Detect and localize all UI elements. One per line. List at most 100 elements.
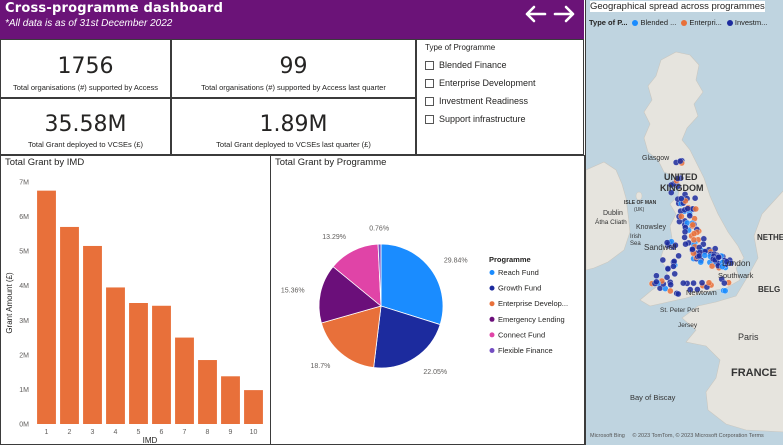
x-tick-label: 4 <box>114 429 118 436</box>
y-tick-label: 2M <box>19 352 29 359</box>
bar-imd-10 <box>244 390 263 424</box>
map-point <box>690 230 698 237</box>
chart-title: Total Grant by IMD <box>5 157 85 168</box>
bar-imd-8 <box>198 360 217 424</box>
map-title: Geographical spread across programmes <box>590 1 765 12</box>
map-point <box>659 256 666 264</box>
dashboard-header: Cross-programme dashboard *All data is a… <box>0 0 584 39</box>
slicer-title: Type of Programme <box>425 43 496 52</box>
kpi-card-orgs-last-quarter[interactable]: 99 Total organisations (#) supported by … <box>171 39 416 98</box>
slicer-option-support-infrastructure[interactable]: Support infrastructure <box>425 112 526 126</box>
map-legend-item: Blended ... <box>640 18 677 27</box>
map-label-knowsley: Knowsley <box>636 224 666 231</box>
map-label-irish-1: Irish <box>630 234 641 240</box>
arrow-right-icon[interactable] <box>552 4 578 24</box>
legend-item: Emergency Lending <box>498 315 565 324</box>
map-point <box>653 272 660 279</box>
ireland-land <box>586 161 631 271</box>
x-tick-label: 3 <box>91 429 95 436</box>
map-label-newtown: Newtown <box>686 288 717 297</box>
map-point <box>680 279 687 287</box>
x-tick-label: 9 <box>229 429 233 436</box>
map-label-dublin-1: Dublin <box>603 210 623 217</box>
map-points <box>648 157 735 298</box>
slicer-option-investment-readiness[interactable]: Investment Readiness <box>425 94 528 108</box>
legend-dot-icon <box>489 332 495 338</box>
pie-chart-svg: 29.84% 22.05% 18.7% 15.36% 13.29% 0.76% Progra… <box>281 226 568 376</box>
map-label-uk-2: KINGDOM <box>660 183 704 193</box>
map-credit: Microsoft Bing © 2023 TomTom, © 2023 Mic… <box>590 433 764 439</box>
y-tick-label: 5M <box>19 249 29 256</box>
x-tick-label: 8 <box>206 429 210 436</box>
arrow-left-icon[interactable] <box>522 4 548 24</box>
x-tick-label: 7 <box>183 429 187 436</box>
slicer-option-blended-finance[interactable]: Blended Finance <box>425 58 507 72</box>
pie-slice-emergency-lending <box>318 266 382 324</box>
map-visual[interactable]: Glasgow UNITED KINGDOM ISLE OF MAN (UK) … <box>585 0 783 445</box>
pie-slice-enterprise-develop- <box>320 305 382 369</box>
y-tick-label: 6M <box>19 214 29 221</box>
page-subtitle: *All data is as of 31st December 2022 <box>5 18 173 29</box>
map-point <box>696 252 703 260</box>
map-label-dublin-2: Átha Cliath <box>595 217 627 226</box>
map-point <box>686 212 693 219</box>
checkbox[interactable] <box>425 60 434 70</box>
pie-data-label: 29.84% <box>444 257 468 264</box>
legend-dot-icon <box>489 270 495 275</box>
kpi-label: Total Grant deployed to VCSEs last quart… <box>216 140 371 149</box>
map-point <box>667 281 674 288</box>
checkbox[interactable] <box>425 96 434 106</box>
map-point <box>723 258 730 265</box>
kpi-card-orgs-supported[interactable]: 1756 Total organisations (#) supported b… <box>0 39 171 98</box>
kpi-value: 1.89M <box>259 112 328 137</box>
y-axis-title: Grant Amount (£) <box>5 272 14 334</box>
map-point <box>690 279 697 287</box>
map-point <box>681 228 689 236</box>
map-point <box>668 189 675 196</box>
checkbox[interactable] <box>425 78 434 88</box>
continent-land <box>681 190 783 433</box>
slicer-option-enterprise-development[interactable]: Enterprise Development <box>425 76 536 90</box>
x-tick-label: 10 <box>250 429 258 436</box>
map-point <box>692 205 699 213</box>
map-point <box>691 195 699 202</box>
map-point <box>719 263 726 270</box>
map-label-uk-1: UNITED <box>664 172 698 182</box>
map-point <box>678 213 685 220</box>
bar-imd-4 <box>106 287 125 424</box>
bar-chart-grant-by-imd[interactable]: Total Grant by IMD 0M 1M 2M 3M 4M 5M 6M 7M 1 2 3 4 5… <box>0 155 270 445</box>
map-point <box>687 286 694 293</box>
map-point <box>694 286 701 293</box>
pie-slice-growth-fund <box>373 305 441 369</box>
bar-imd-3 <box>83 245 102 424</box>
map-point <box>668 181 675 189</box>
map-point <box>671 270 678 278</box>
programme-type-slicer[interactable]: Type of Programme Blended Finance Enterp… <box>416 39 584 155</box>
map-legend-item: Investm... <box>734 18 768 27</box>
map-label-isle-1: ISLE OF MAN <box>624 200 657 206</box>
checkbox[interactable] <box>425 114 434 124</box>
bar-chart-svg: 0M 1M 2M 3M 4M 5M 6M 7M 1 2 3 4 5 6 7 8 9 10 IMD Grant Amou… <box>5 180 263 444</box>
kpi-value: 1756 <box>57 54 114 79</box>
legend-item: Enterprise Develop... <box>498 299 568 308</box>
kpi-card-total-grant[interactable]: 35.58M Total Grant deployed to VCSEs (£) <box>0 98 171 155</box>
map-label-isle-2: (UK) <box>634 207 645 213</box>
map-canvas[interactable]: Glasgow UNITED KINGDOM ISLE OF MAN (UK) … <box>586 0 783 445</box>
map-label-st-peter-port: St. Peter Port <box>660 307 699 314</box>
legend-item: Flexible Finance <box>498 346 553 355</box>
y-tick-label: 7M <box>19 180 29 187</box>
pie-slice-reach-fund <box>380 243 444 326</box>
legend-item: Reach Fund <box>498 268 539 277</box>
map-point <box>682 240 689 248</box>
map-point <box>689 221 696 228</box>
x-tick-label: 2 <box>68 429 72 436</box>
map-label-southwark: Southwark <box>718 271 754 280</box>
kpi-card-grant-last-quarter[interactable]: 1.89M Total Grant deployed to VCSEs last… <box>171 98 416 155</box>
map-point <box>708 262 716 270</box>
legend-dot-icon <box>632 19 639 26</box>
pie-chart-grant-by-programme[interactable]: Total Grant by Programme 29.84% 22.05% 18.… <box>270 155 585 445</box>
y-tick-label: 4M <box>19 283 29 290</box>
map-point <box>675 252 682 260</box>
map-label-jersey: Jersey <box>678 322 698 329</box>
slicer-option-label: Support infrastructure <box>439 114 526 124</box>
